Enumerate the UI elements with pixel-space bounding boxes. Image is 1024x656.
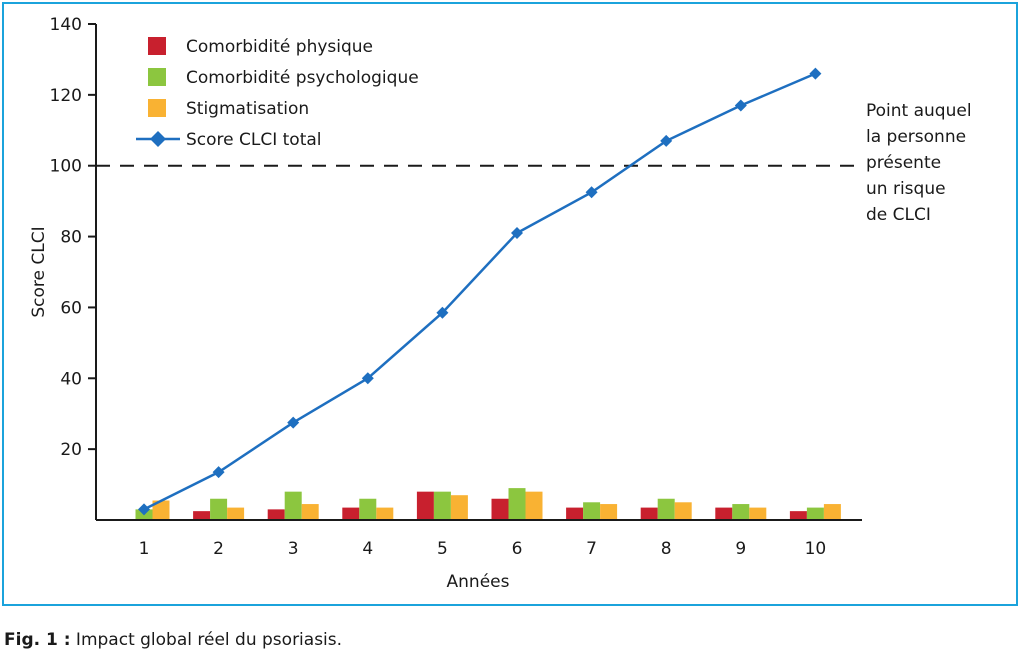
x-tick-label: 4 bbox=[362, 539, 373, 559]
point-score-clci-total-4 bbox=[361, 372, 374, 385]
x-axis-label: Années bbox=[447, 572, 510, 592]
point-score-clci-total-6 bbox=[511, 227, 523, 240]
caption-text: Impact global réel du psoriasis. bbox=[70, 630, 343, 650]
bar-comorbidit-physique-7 bbox=[566, 507, 584, 520]
caption-lead: Fig. 1 : bbox=[4, 630, 71, 650]
threshold-label-line: présente bbox=[866, 153, 941, 173]
bar-comorbidit-psychologique-4 bbox=[359, 498, 377, 520]
y-tick-label: 60 bbox=[60, 298, 82, 318]
bar-comorbidit-psychologique-2 bbox=[210, 498, 228, 520]
bar-comorbidit-physique-2 bbox=[193, 511, 211, 520]
y-tick-label: 140 bbox=[50, 15, 82, 35]
legend-label: Stigmatisation bbox=[186, 99, 309, 119]
bar-comorbidit-physique-4 bbox=[342, 507, 360, 520]
bar-stigmatisation-3 bbox=[301, 504, 319, 520]
point-score-clci-total-7 bbox=[585, 186, 598, 199]
x-tick-label: 3 bbox=[288, 539, 299, 559]
threshold-label-line: la personne bbox=[866, 127, 966, 147]
bar-comorbidit-physique-10 bbox=[789, 511, 807, 520]
threshold-label-line: Point auquel bbox=[866, 101, 972, 121]
y-tick-label: 80 bbox=[60, 228, 82, 248]
bar-stigmatisation-1 bbox=[152, 500, 170, 520]
axes-layer: 20 40 60 80 100 120 140 1 2 3 4 5 6 7 8 9 10 bbox=[50, 15, 862, 559]
legend-swatch bbox=[148, 37, 166, 55]
bar-comorbidit-psychologique-10 bbox=[806, 507, 824, 520]
bars-layer bbox=[135, 488, 841, 520]
legend-swatch bbox=[148, 68, 166, 86]
x-tick-label: 2 bbox=[213, 539, 224, 559]
y-tick-label: 100 bbox=[50, 157, 82, 177]
point-score-clci-total-2 bbox=[212, 466, 225, 479]
legend-label: Score CLCI total bbox=[186, 130, 322, 150]
bar-stigmatisation-2 bbox=[227, 507, 245, 520]
legend-diamond-swatch bbox=[150, 131, 166, 147]
bar-comorbidit-physique-9 bbox=[715, 507, 733, 520]
series-line-score-clci-total bbox=[143, 72, 816, 511]
y-tick-label: 40 bbox=[60, 369, 82, 389]
bar-comorbidit-psychologique-8 bbox=[657, 498, 675, 520]
point-score-clci-total-8 bbox=[660, 134, 673, 147]
y-axis-label: Score CLCI bbox=[29, 226, 49, 317]
point-score-clci-total-5 bbox=[436, 306, 449, 319]
bar-stigmatisation-9 bbox=[749, 507, 767, 520]
bar-stigmatisation-5 bbox=[450, 495, 468, 520]
bar-stigmatisation-8 bbox=[674, 502, 692, 520]
x-tick-label: 1 bbox=[139, 539, 150, 559]
y-tick-label: 20 bbox=[60, 440, 82, 460]
x-tick-label: 6 bbox=[512, 539, 523, 559]
threshold-layer: Point auquel la personne présente un risque… bbox=[96, 101, 972, 225]
point-score-clci-total-1 bbox=[138, 503, 150, 516]
bar-comorbidit-physique-3 bbox=[267, 509, 285, 520]
bar-comorbidit-psychologique-3 bbox=[284, 491, 302, 520]
bar-comorbidit-psychologique-6 bbox=[508, 488, 526, 520]
chart: Point auquel la personne présente un risque… bbox=[29, 15, 972, 592]
point-score-clci-total-10 bbox=[809, 67, 822, 80]
bar-stigmatisation-4 bbox=[376, 507, 394, 520]
threshold-label-line: un risque bbox=[866, 179, 946, 199]
bar-stigmatisation-7 bbox=[600, 504, 618, 520]
legend-label: Comorbidité physique bbox=[186, 37, 373, 57]
threshold-label-line: de CLCI bbox=[866, 205, 931, 225]
point-score-clci-total-9 bbox=[734, 99, 747, 112]
x-tick-label: 9 bbox=[735, 539, 746, 559]
bar-comorbidit-psychologique-5 bbox=[433, 491, 451, 520]
x-tick-label: 10 bbox=[805, 539, 827, 559]
x-tick-label: 7 bbox=[586, 539, 597, 559]
bar-comorbidit-psychologique-7 bbox=[583, 502, 601, 520]
bar-comorbidit-physique-8 bbox=[640, 507, 658, 520]
legend: Comorbidité physique Comorbidité psycholo… bbox=[136, 37, 419, 150]
bar-comorbidit-physique-5 bbox=[416, 491, 434, 520]
bar-stigmatisation-6 bbox=[525, 491, 543, 520]
point-score-clci-total-3 bbox=[287, 416, 300, 429]
figure-caption: Fig. 1 : Impact global réel du psoriasis… bbox=[4, 630, 342, 650]
bar-comorbidit-physique-6 bbox=[491, 498, 509, 520]
x-tick-label: 5 bbox=[437, 539, 448, 559]
line-layer bbox=[138, 67, 822, 516]
legend-label: Comorbidité psychologique bbox=[186, 68, 419, 88]
y-tick-label: 120 bbox=[50, 86, 82, 106]
legend-swatch bbox=[148, 99, 166, 117]
x-tick-label: 8 bbox=[661, 539, 672, 559]
bar-comorbidit-psychologique-9 bbox=[732, 504, 750, 520]
bar-stigmatisation-10 bbox=[823, 504, 841, 520]
